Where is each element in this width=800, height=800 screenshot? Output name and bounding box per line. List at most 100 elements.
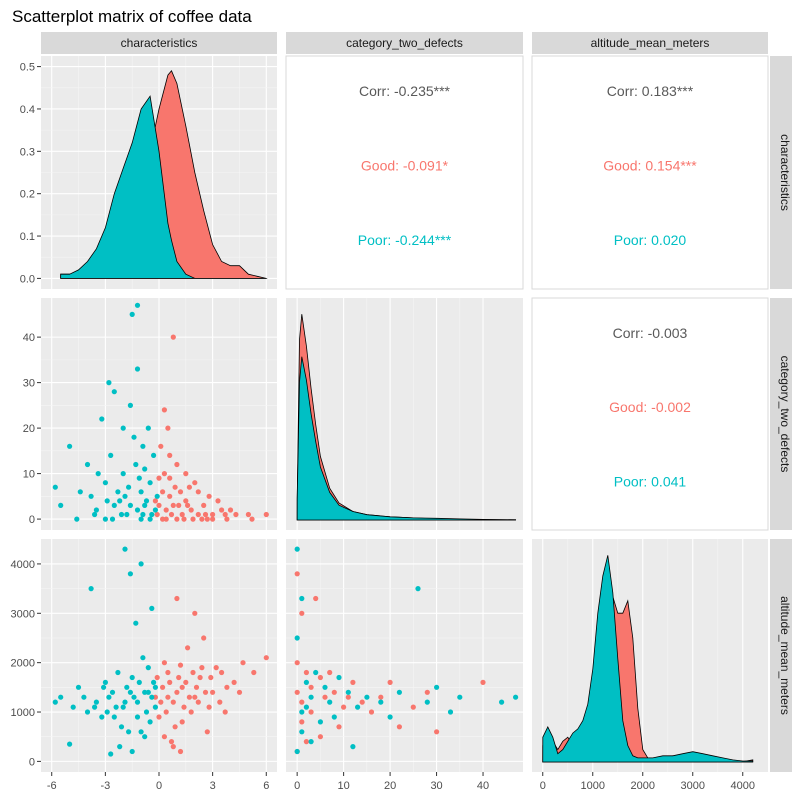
- point-good: [236, 689, 243, 695]
- point-good: [195, 699, 201, 705]
- point-poor: [109, 516, 116, 522]
- point-good: [210, 516, 216, 522]
- point-poor: [88, 586, 94, 592]
- point-poor: [134, 714, 141, 720]
- point-poor: [396, 689, 402, 695]
- point-poor: [102, 679, 108, 686]
- point-good: [170, 502, 176, 508]
- strip-right-category_two_defects: [770, 298, 792, 530]
- point-poor: [387, 714, 393, 720]
- strip-label-altitude_mean_meters: altitude_mean_meters: [591, 36, 710, 50]
- point-poor: [147, 719, 153, 725]
- point-poor: [126, 729, 132, 735]
- point-poor: [317, 719, 323, 725]
- y-tick-label: 20: [23, 423, 35, 435]
- point-good: [202, 689, 209, 695]
- point-good: [179, 511, 185, 518]
- point-poor: [142, 466, 148, 472]
- point-good: [188, 709, 194, 715]
- point-good: [204, 729, 210, 735]
- point-poor: [117, 744, 123, 750]
- point-good: [396, 724, 402, 730]
- point-good: [303, 669, 309, 676]
- point-good: [387, 679, 393, 686]
- point-good: [233, 511, 239, 518]
- point-poor: [134, 699, 141, 705]
- point-good: [424, 689, 430, 695]
- point-poor: [92, 704, 98, 710]
- point-poor: [93, 699, 99, 705]
- point-poor: [138, 516, 144, 522]
- point-good: [163, 709, 169, 715]
- point-good: [308, 709, 314, 715]
- point-good: [190, 516, 196, 522]
- point-poor: [145, 689, 151, 695]
- point-good: [152, 694, 158, 700]
- point-good: [206, 704, 212, 710]
- point-good: [480, 679, 486, 686]
- point-poor: [124, 684, 130, 690]
- point-poor: [322, 684, 328, 690]
- strip-top-category_two_defects: [286, 32, 523, 54]
- point-poor: [499, 699, 505, 705]
- point-good: [160, 489, 166, 495]
- point-poor: [122, 546, 128, 552]
- point-good: [156, 502, 162, 508]
- point-poor: [129, 311, 135, 317]
- point-good: [183, 679, 189, 686]
- point-good: [217, 699, 223, 705]
- point-good: [294, 689, 300, 695]
- corr-overall: Corr: -0.235***: [359, 83, 451, 99]
- point-poor: [106, 694, 112, 700]
- point-poor: [140, 511, 146, 518]
- point-good: [160, 516, 166, 522]
- point-poor: [154, 493, 160, 499]
- point-good: [322, 694, 328, 700]
- point-poor: [111, 502, 117, 508]
- point-good: [183, 471, 189, 477]
- point-good: [188, 507, 194, 513]
- panel-1-2: Corr: -0.003 Good: -0.002 Poor: 0.041: [531, 297, 769, 531]
- point-good: [224, 516, 230, 522]
- strip-top-altitude_mean_meters: [532, 32, 768, 54]
- strip-label-category_two_defects: category_two_defects: [346, 36, 463, 50]
- point-good: [294, 660, 300, 666]
- point-good: [327, 669, 333, 676]
- corr-good: Good: 0.154***: [603, 158, 697, 174]
- x-tick-label: 0: [540, 780, 546, 792]
- point-poor: [294, 748, 300, 755]
- y-tick-label: 0.3: [20, 146, 35, 158]
- density-poor-category_two_defects: [296, 356, 517, 521]
- point-poor: [127, 571, 133, 577]
- point-good: [219, 669, 225, 676]
- strip-top-characteristics: [41, 32, 277, 54]
- point-good: [179, 684, 185, 690]
- point-poor: [149, 694, 155, 700]
- point-good: [245, 511, 251, 518]
- point-good: [190, 669, 196, 676]
- point-poor: [447, 709, 454, 715]
- panel-background: [532, 539, 768, 772]
- point-good: [174, 461, 180, 468]
- point-poor: [99, 714, 105, 720]
- point-good: [336, 724, 342, 730]
- point-good: [174, 689, 180, 695]
- point-poor: [118, 724, 125, 730]
- point-poor: [127, 402, 133, 408]
- point-poor: [126, 484, 132, 490]
- y-tick-label: 30: [23, 378, 35, 390]
- point-poor: [294, 546, 300, 552]
- x-tick-label: 3000: [681, 780, 705, 792]
- panel-1-0: [41, 298, 277, 530]
- point-poor: [308, 694, 314, 700]
- point-good: [299, 719, 305, 725]
- point-poor: [124, 511, 130, 518]
- strip-label-right-altitude_mean_meters: altitude_mean_meters: [778, 596, 792, 715]
- point-poor: [313, 669, 319, 676]
- y-tick-label: 1000: [11, 707, 35, 719]
- point-poor: [355, 704, 361, 710]
- strip-right-characteristics: [770, 56, 792, 289]
- point-good: [222, 511, 228, 518]
- point-good: [161, 734, 167, 740]
- point-poor: [104, 709, 110, 715]
